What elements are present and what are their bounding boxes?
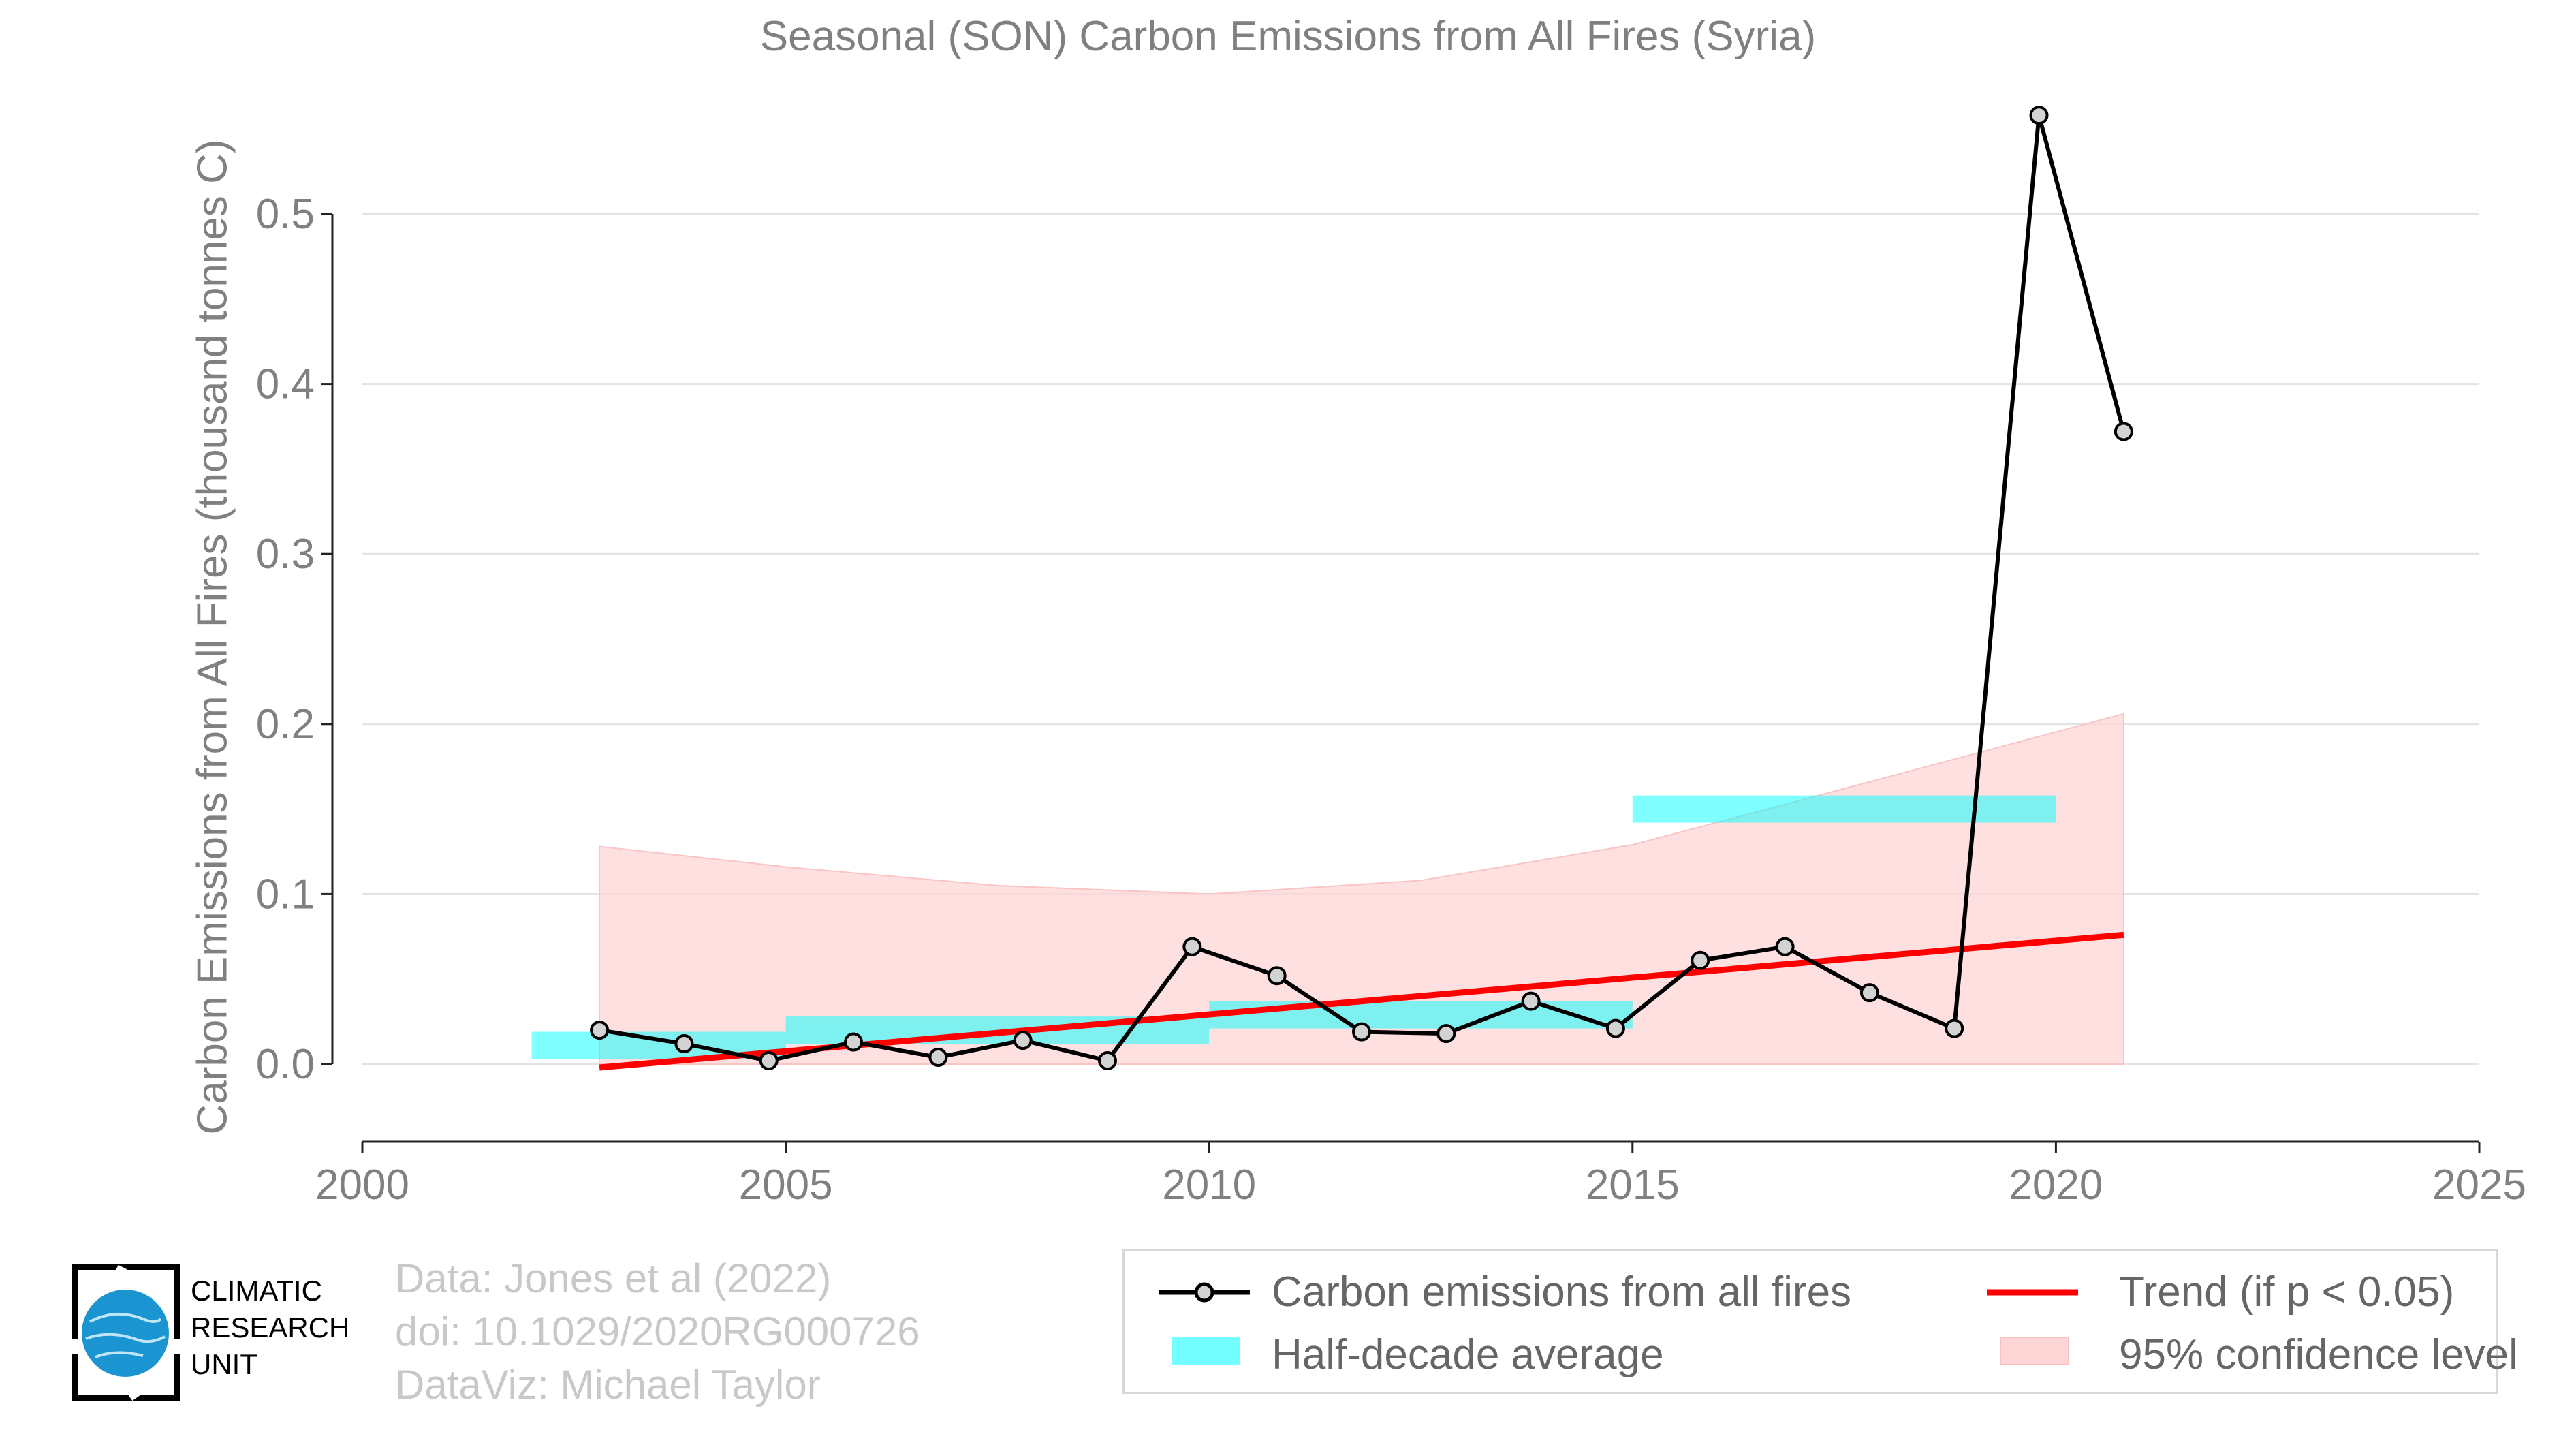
- half-decade-bar: [1632, 795, 2056, 823]
- emissions-point: [2114, 422, 2133, 441]
- emissions-point: [1605, 1018, 1625, 1038]
- logo-line-2: RESEARCH: [191, 1311, 350, 1343]
- emissions-point: [1945, 1018, 1964, 1038]
- emissions-point: [759, 1051, 779, 1071]
- globe-logo-icon: [72, 1264, 180, 1401]
- emissions-point: [1351, 1022, 1371, 1042]
- legend-half-decade-symbol: [1172, 1337, 1240, 1365]
- logo-line-1: CLIMATIC: [191, 1275, 322, 1307]
- legend-label-confidence: 95% confidence level: [2119, 1331, 2518, 1378]
- emissions-point: [928, 1048, 948, 1068]
- emissions-point: [1182, 937, 1202, 956]
- confidence-band: [599, 713, 2124, 1065]
- x-tick-label: 2010: [1162, 1162, 1256, 1209]
- legend-label-trend: Trend (if p < 0.05): [2119, 1268, 2455, 1316]
- emissions-point: [844, 1032, 864, 1052]
- x-tick-label: 2000: [315, 1162, 409, 1209]
- emissions-point: [1098, 1051, 1118, 1071]
- emissions-point: [1859, 983, 1879, 1003]
- emissions-point: [2029, 106, 2049, 125]
- chart-legend: Carbon emissions from all fires Half-dec…: [1122, 1249, 2518, 1394]
- credit-data-source: Data: Jones et al (2022): [395, 1256, 832, 1301]
- emissions-point: [1521, 991, 1541, 1011]
- y-tick-label: 0.2: [256, 701, 315, 748]
- cru-logo: CLIMATIC RESEARCH UNIT: [41, 1254, 368, 1403]
- credit-doi: doi: 10.1029/2020RG000726: [395, 1309, 920, 1354]
- data-credits: Data: Jones et al (2022) doi: 10.1029/20…: [395, 1252, 920, 1412]
- y-tick-label: 0.1: [256, 871, 315, 918]
- emissions-point: [1267, 966, 1287, 986]
- credit-dataviz: DataViz: Michael Taylor: [395, 1362, 821, 1407]
- legend-label-half-decade: Half-decade average: [1272, 1331, 1664, 1378]
- legend-confidence-symbol: [2000, 1337, 2069, 1365]
- logo-text: CLIMATIC RESEARCH UNIT: [191, 1273, 349, 1383]
- y-axis-label: Carbon Emissions from All Fires (thousan…: [189, 139, 236, 1135]
- y-tick-label: 0.0: [256, 1041, 315, 1088]
- emissions-point: [674, 1034, 694, 1054]
- x-tick-label: 2015: [1586, 1162, 1680, 1209]
- x-tick-label: 2020: [2009, 1162, 2103, 1209]
- legend-label-emissions: Carbon emissions from all fires: [1272, 1268, 1852, 1316]
- logo-line-3: UNIT: [191, 1348, 257, 1380]
- emissions-point: [1436, 1024, 1456, 1044]
- emissions-point: [590, 1021, 610, 1040]
- y-tick-label: 0.5: [256, 191, 315, 238]
- x-tick-label: 2025: [2432, 1162, 2526, 1209]
- y-tick-label: 0.4: [256, 361, 315, 408]
- emissions-point: [1775, 937, 1795, 956]
- y-tick-label: 0.3: [256, 531, 315, 578]
- chart-title: Seasonal (SON) Carbon Emissions from All…: [759, 13, 1817, 60]
- emissions-point: [1013, 1031, 1033, 1050]
- legend-line-marker-symbol: [1159, 1282, 1250, 1303]
- legend-trend-symbol: [1987, 1289, 2078, 1296]
- emissions-point: [1691, 950, 1710, 970]
- x-tick-label: 2005: [739, 1162, 833, 1209]
